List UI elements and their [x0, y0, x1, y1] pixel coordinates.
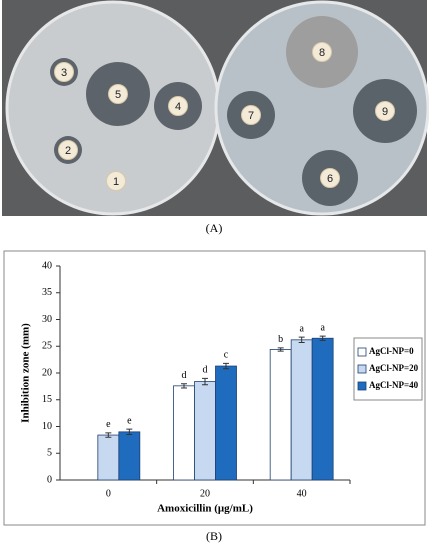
bar [290, 339, 313, 481]
error-bar [126, 428, 133, 436]
bar [215, 365, 237, 481]
disc [168, 96, 188, 116]
x-tick-label: 0 [106, 488, 111, 499]
x-tick-label: 40 [297, 488, 307, 499]
y-tick-label: 25 [42, 341, 52, 352]
disc-label: 3 [61, 67, 67, 79]
disc [106, 171, 126, 191]
disc [58, 140, 78, 160]
legend-label: AgCl-NP=0 [369, 346, 414, 356]
disc-label: 6 [327, 173, 333, 185]
y-axis-label: Inhibition zone (mm) [20, 323, 32, 423]
disc-label: 2 [65, 145, 71, 157]
legend-swatch [357, 364, 367, 374]
significance-letter: e [127, 415, 132, 426]
legend-label: AgCl-NP=20 [369, 363, 419, 373]
disc [320, 168, 340, 188]
significance-letter: a [320, 322, 325, 333]
caption: (B) [206, 529, 222, 543]
error-bar [277, 347, 284, 352]
y-tick-label: 30 [42, 314, 52, 325]
x-tick-label: 20 [200, 488, 210, 499]
bar [311, 337, 334, 481]
significance-letter: e [106, 419, 111, 430]
chart-frame [3, 250, 426, 526]
disc-label: 5 [115, 89, 121, 101]
bar [194, 381, 216, 481]
disc [54, 62, 74, 82]
significance-letter: c [224, 350, 229, 361]
disc [241, 105, 261, 125]
disc-label: 4 [175, 101, 181, 113]
disc [108, 84, 128, 104]
caption: (A) [206, 221, 223, 235]
disc [312, 42, 332, 62]
disc [375, 101, 395, 121]
error-bar [202, 377, 208, 386]
y-tick-label: 40 [42, 260, 52, 271]
legend-label: AgCl-NP=40 [369, 380, 419, 390]
bar [97, 434, 120, 481]
y-tick-label: 35 [42, 287, 52, 298]
disc-label: 1 [113, 176, 119, 188]
petri-dish [214, 0, 429, 216]
y-tick-label: 5 [47, 448, 52, 459]
y-tick-label: 10 [42, 421, 52, 432]
bar [118, 431, 141, 481]
y-tick-label: 20 [42, 367, 52, 378]
bar [269, 349, 292, 481]
legend-swatch [357, 381, 367, 391]
significance-letter: d [203, 365, 208, 376]
disc-label: 9 [382, 106, 388, 118]
y-tick-label: 0 [47, 474, 52, 485]
significance-letter: b [278, 334, 283, 345]
error-bar [105, 432, 112, 438]
y-tick-label: 15 [42, 394, 52, 405]
significance-letter: a [299, 323, 304, 334]
error-bar [298, 336, 305, 344]
error-bar [181, 383, 187, 389]
bar [173, 385, 195, 481]
disc-label: 8 [319, 47, 325, 59]
error-bar [319, 335, 326, 341]
significance-letter: d [182, 370, 187, 381]
legend-swatch [357, 347, 367, 357]
disc-label: 7 [248, 110, 254, 122]
error-bar [223, 362, 229, 370]
x-axis-label: Amoxicillin (μg/mL) [157, 503, 253, 515]
